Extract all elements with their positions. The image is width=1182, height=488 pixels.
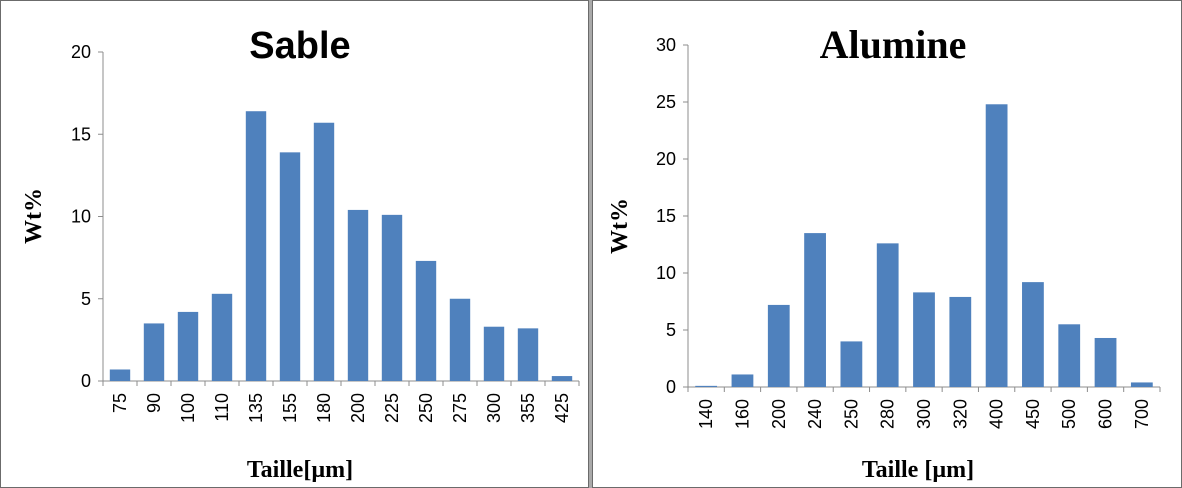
x-tick-label: 240 — [805, 399, 825, 429]
bar-250 — [415, 260, 437, 381]
x-tick-label: 400 — [987, 399, 1007, 429]
y-tick-label: 25 — [656, 92, 676, 112]
y-tick-label: 5 — [666, 320, 676, 340]
x-tick-label: 180 — [314, 393, 334, 423]
y-tick-label: 0 — [666, 377, 676, 397]
y-axis-title: Wt% — [607, 198, 633, 254]
x-tick-label: 200 — [769, 399, 789, 429]
x-tick-label: 355 — [518, 393, 538, 423]
x-tick-label: 450 — [1023, 399, 1043, 429]
x-tick-label: 140 — [696, 399, 716, 429]
x-tick-label: 600 — [1096, 399, 1116, 429]
x-tick-label: 135 — [246, 393, 266, 423]
y-tick-label: 30 — [656, 35, 676, 55]
bar-200 — [347, 209, 369, 381]
bar-425 — [551, 376, 573, 381]
y-tick-label: 10 — [71, 207, 91, 227]
x-tick-label: 275 — [450, 393, 470, 423]
bar-200 — [767, 304, 790, 387]
bar-90 — [143, 323, 165, 381]
bar-600 — [1094, 337, 1117, 387]
bar-100 — [177, 311, 199, 381]
bar-250 — [840, 341, 863, 387]
y-tick-label: 15 — [71, 124, 91, 144]
bar-110 — [211, 293, 233, 381]
y-tick-label: 20 — [71, 42, 91, 62]
x-tick-label: 155 — [280, 393, 300, 423]
bar-280 — [876, 243, 899, 387]
bar-320 — [949, 296, 972, 387]
bar-400 — [985, 104, 1008, 387]
y-axis-title: Wt% — [21, 188, 47, 244]
x-tick-label: 90 — [144, 393, 164, 413]
x-tick-label: 500 — [1059, 399, 1079, 429]
x-tick-label: 225 — [382, 393, 402, 423]
y-tick-label: 15 — [656, 206, 676, 226]
bar-140 — [695, 385, 718, 387]
bar-240 — [804, 233, 826, 387]
bar-225 — [381, 214, 403, 381]
bar-155 — [279, 152, 301, 381]
x-tick-label: 200 — [348, 393, 368, 423]
x-tick-label: 280 — [878, 399, 898, 429]
bar-135 — [245, 111, 267, 381]
x-axis-title: Taille [µm] — [862, 457, 974, 483]
bar-700 — [1130, 382, 1153, 387]
bar-500 — [1058, 324, 1081, 387]
bar-450 — [1022, 282, 1044, 387]
bar-75 — [109, 369, 131, 381]
x-tick-label: 250 — [416, 393, 436, 423]
x-tick-label: 160 — [732, 399, 752, 429]
x-tick-label: 75 — [110, 393, 130, 413]
bar-160 — [731, 374, 754, 387]
x-tick-label: 700 — [1132, 399, 1152, 429]
y-tick-label: 5 — [81, 289, 91, 309]
bar-300 — [483, 326, 505, 381]
bar-355 — [517, 328, 539, 381]
y-tick-label: 20 — [656, 149, 676, 169]
y-tick-label: 10 — [656, 263, 676, 283]
x-tick-label: 300 — [484, 393, 504, 423]
bar-180 — [313, 122, 335, 382]
chart-title: Sable — [249, 25, 350, 67]
chart-title: Alumine — [820, 22, 967, 67]
y-tick-label: 0 — [81, 371, 91, 391]
bar-300 — [913, 292, 935, 387]
x-tick-label: 100 — [178, 393, 198, 423]
x-tick-label: 320 — [950, 399, 970, 429]
x-axis-title: Taille[µm] — [247, 457, 353, 483]
x-tick-label: 250 — [841, 399, 861, 429]
panel-separator — [589, 0, 592, 488]
x-tick-label: 300 — [914, 399, 934, 429]
bar-275 — [449, 298, 471, 381]
x-tick-label: 425 — [552, 393, 572, 423]
x-tick-label: 110 — [212, 393, 232, 422]
